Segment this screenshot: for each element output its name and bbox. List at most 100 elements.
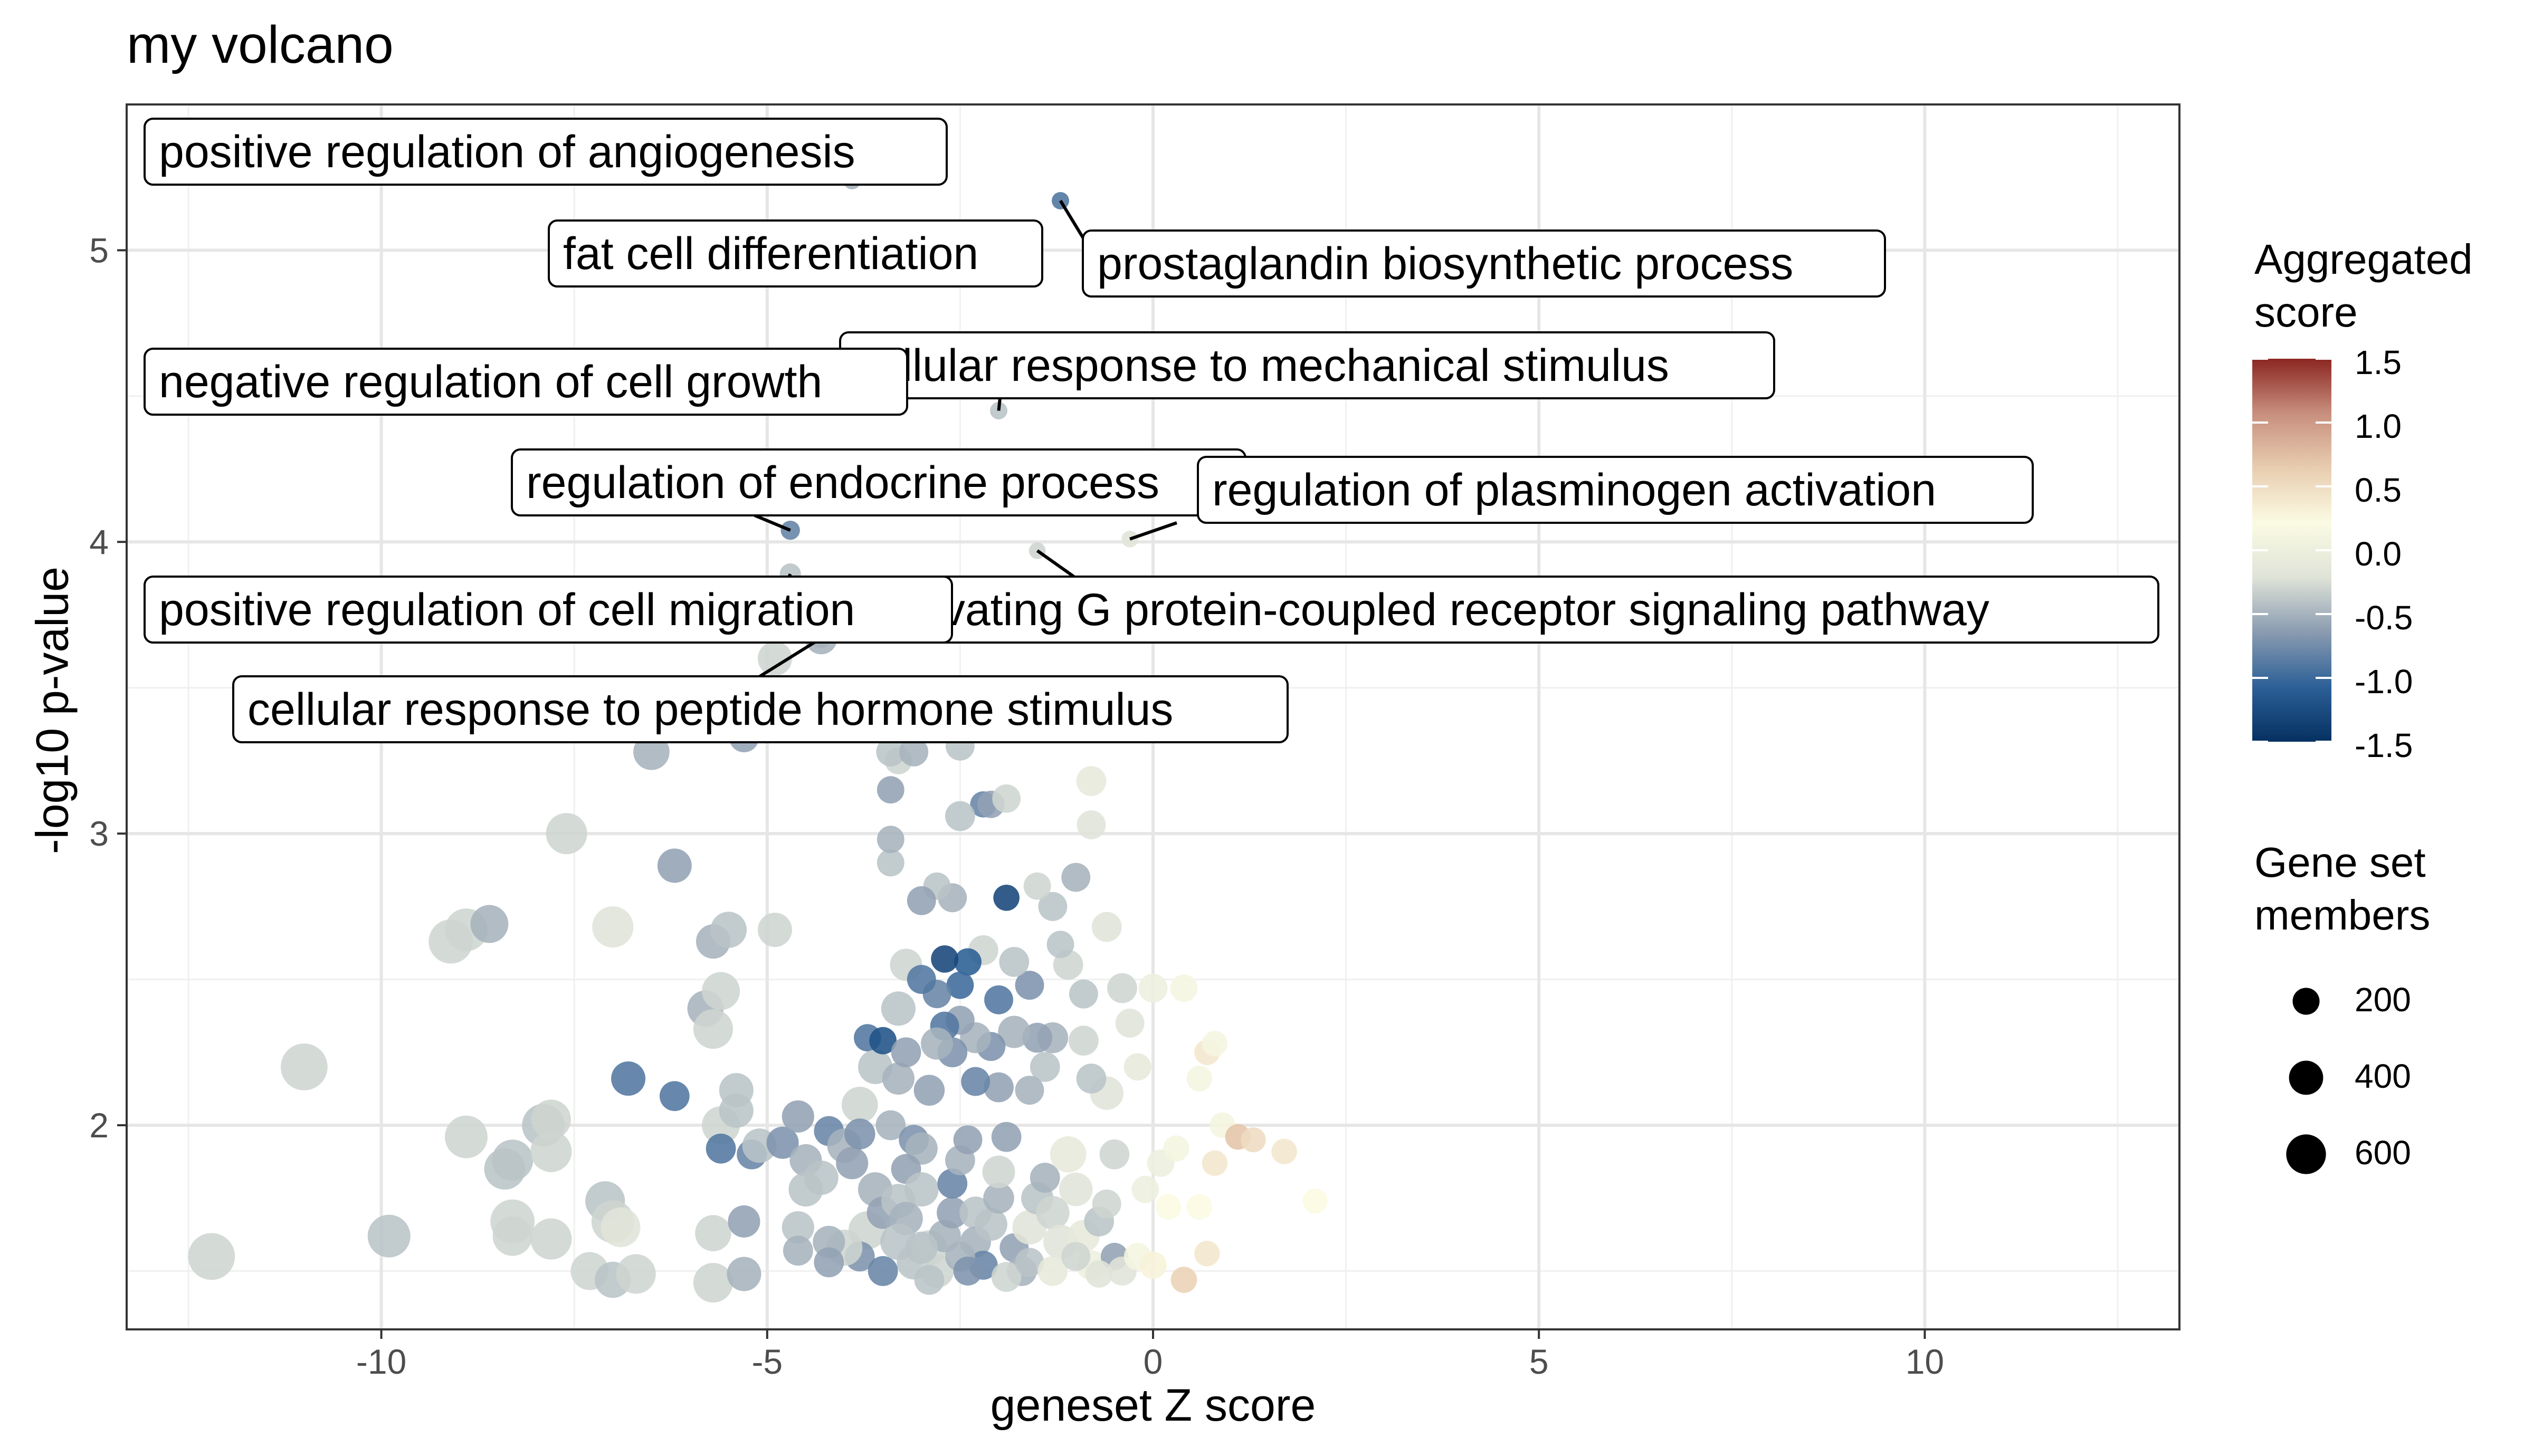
data-point bbox=[1170, 1267, 1197, 1293]
data-point bbox=[695, 1215, 731, 1251]
data-point bbox=[702, 972, 740, 1010]
chart-title: my volcano bbox=[127, 15, 394, 74]
point-label-box bbox=[548, 219, 1043, 288]
data-point bbox=[719, 1093, 754, 1128]
label-layer: positive regulation of angiogenesis prost… bbox=[144, 118, 2159, 743]
data-point bbox=[876, 737, 906, 767]
point-label-box bbox=[1082, 229, 1886, 298]
colorbar-label: 0.5 bbox=[2355, 471, 2402, 509]
data-point bbox=[1202, 1150, 1228, 1176]
data-point bbox=[1036, 1196, 1070, 1230]
data-point bbox=[1077, 810, 1106, 839]
data-point bbox=[1123, 1053, 1151, 1081]
color-legend-title-line-1: Aggregated bbox=[2254, 236, 2473, 283]
data-point bbox=[1023, 872, 1051, 900]
data-point bbox=[530, 1218, 572, 1260]
data-point bbox=[953, 1256, 983, 1286]
point-label-box bbox=[144, 576, 953, 644]
data-point bbox=[693, 1009, 734, 1049]
x-tick-label: 0 bbox=[1144, 1342, 1163, 1381]
data-point bbox=[1091, 912, 1122, 942]
data-point bbox=[844, 1118, 875, 1150]
x-tick-label: 5 bbox=[1529, 1342, 1549, 1381]
colorbar-label: -1.0 bbox=[2355, 663, 2413, 701]
data-point bbox=[444, 1115, 488, 1158]
size-legend-title-line-1: Gene set bbox=[2254, 839, 2426, 886]
data-point bbox=[706, 1133, 736, 1164]
data-point bbox=[1038, 892, 1068, 921]
data-point bbox=[693, 1262, 734, 1303]
data-point bbox=[992, 784, 1021, 813]
label-connector bbox=[754, 514, 791, 532]
y-tick-label: 4 bbox=[89, 522, 109, 561]
data-point bbox=[1202, 1030, 1228, 1057]
data-point bbox=[984, 1072, 1014, 1103]
data-point bbox=[1163, 1135, 1189, 1162]
data-point bbox=[907, 965, 936, 994]
data-point bbox=[1186, 1194, 1212, 1220]
data-point bbox=[905, 1231, 938, 1264]
data-point bbox=[1015, 1248, 1044, 1277]
colorbar-label: 1.5 bbox=[2355, 343, 2402, 381]
point-label: activating G protein-coupled receptor si… bbox=[872, 585, 1989, 635]
data-point bbox=[1068, 1026, 1099, 1056]
data-point bbox=[875, 1110, 906, 1141]
data-point bbox=[492, 1216, 532, 1256]
data-point bbox=[1138, 973, 1168, 1003]
data-point bbox=[546, 813, 587, 855]
data-point bbox=[937, 1197, 968, 1229]
data-point bbox=[1076, 766, 1107, 797]
data-point bbox=[914, 1265, 945, 1295]
point-label: cellular response to peptide hormone sti… bbox=[247, 684, 1173, 735]
data-point bbox=[991, 1122, 1022, 1152]
size-legend-label: 600 bbox=[2355, 1134, 2411, 1172]
data-point bbox=[881, 991, 916, 1026]
data-point bbox=[1059, 1172, 1093, 1206]
data-point bbox=[953, 1125, 983, 1155]
size-legend-label: 200 bbox=[2355, 981, 2411, 1019]
data-point bbox=[1015, 1076, 1044, 1105]
data-point bbox=[1302, 1189, 1328, 1214]
data-point bbox=[280, 1043, 328, 1090]
data-point bbox=[1030, 1163, 1060, 1193]
points-layer bbox=[188, 171, 1328, 1303]
point-label: prostaglandin biosynthetic process bbox=[1097, 238, 1793, 289]
size-legend-dot bbox=[2289, 1060, 2323, 1095]
y-tick-label: 3 bbox=[89, 814, 109, 853]
data-point bbox=[757, 641, 792, 676]
color-legend-title-line-2: score bbox=[2254, 289, 2358, 336]
y-tick-label: 5 bbox=[89, 231, 109, 270]
data-point bbox=[1076, 1064, 1107, 1094]
data-point bbox=[1131, 1175, 1159, 1203]
data-point bbox=[983, 1182, 1014, 1214]
data-point bbox=[1037, 1256, 1068, 1286]
data-point bbox=[710, 912, 747, 948]
data-point bbox=[1139, 1251, 1167, 1279]
point-label: fat cell differentiation bbox=[563, 228, 978, 279]
data-point bbox=[984, 985, 1013, 1014]
data-point bbox=[841, 1086, 878, 1123]
x-axis-label: geneset Z score bbox=[990, 1380, 1316, 1431]
data-point bbox=[1241, 1127, 1266, 1153]
x-tick-label: 10 bbox=[1906, 1342, 1944, 1381]
data-point bbox=[1050, 1136, 1087, 1173]
data-point bbox=[367, 1214, 411, 1258]
data-point bbox=[907, 886, 936, 915]
point-label: regulation of endocrine process bbox=[526, 457, 1159, 508]
data-point bbox=[1030, 1052, 1060, 1082]
data-point bbox=[782, 1100, 814, 1133]
point-label: cellular response to mechanical stimulus bbox=[854, 340, 1669, 391]
data-point bbox=[1099, 1139, 1130, 1170]
data-point bbox=[899, 737, 929, 767]
data-point bbox=[877, 826, 904, 854]
data-point bbox=[757, 913, 792, 947]
data-point bbox=[931, 945, 959, 973]
data-point bbox=[804, 1160, 839, 1195]
data-point bbox=[974, 1208, 1007, 1241]
size-legend-title: Gene set members bbox=[2254, 836, 2430, 942]
data-point bbox=[946, 971, 974, 999]
data-point bbox=[1107, 973, 1137, 1003]
label-connector bbox=[1036, 549, 1075, 578]
data-point bbox=[657, 848, 692, 883]
